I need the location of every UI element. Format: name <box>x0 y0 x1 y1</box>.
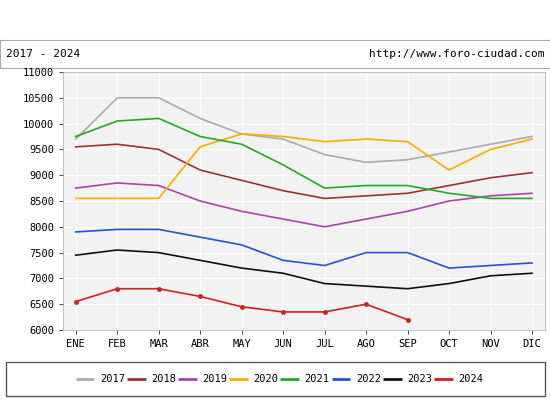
Text: 2020: 2020 <box>254 374 278 384</box>
Text: 2022: 2022 <box>356 374 381 384</box>
Text: Evolucion del paro registrado en Logroño: Evolucion del paro registrado en Logroño <box>107 13 443 27</box>
Text: 2019: 2019 <box>202 374 227 384</box>
Text: 2024: 2024 <box>458 374 483 384</box>
Text: 2017: 2017 <box>100 374 125 384</box>
Text: 2018: 2018 <box>151 374 176 384</box>
Text: 2021: 2021 <box>305 374 329 384</box>
Text: 2017 - 2024: 2017 - 2024 <box>6 49 80 59</box>
Text: http://www.foro-ciudad.com: http://www.foro-ciudad.com <box>369 49 544 59</box>
Text: 2023: 2023 <box>407 374 432 384</box>
